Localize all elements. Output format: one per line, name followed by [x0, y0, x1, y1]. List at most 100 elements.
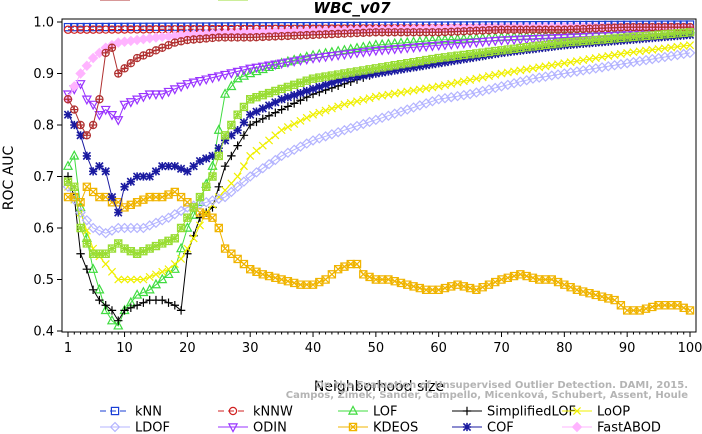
data-point-odin: [138, 92, 149, 103]
data-point-ldof: [232, 181, 243, 193]
data-point-odin: [377, 46, 388, 56]
data-point-cof: [151, 167, 161, 176]
data-point-odin: [345, 49, 356, 60]
data-point-odin: [270, 60, 281, 71]
data-point-simplifiedlof: [283, 102, 293, 111]
data-point-inflo: [214, 151, 223, 161]
data-point-odin: [314, 53, 325, 64]
data-point-simplifiedlof: [233, 141, 242, 150]
data-point-simplifiedlof: [239, 131, 249, 140]
data-point-loop: [390, 89, 399, 98]
data-point-loop: [396, 88, 406, 97]
data-point-ldof: [251, 167, 262, 178]
data-point-odin: [238, 66, 250, 76]
data-point-inflo: [107, 244, 117, 253]
data-point-inflo: [459, 50, 469, 60]
data-point-simplifiedlof: [120, 306, 129, 315]
legend-marker: [347, 405, 359, 415]
data-point-loop: [685, 41, 695, 50]
data-point-simplifiedlof: [76, 249, 85, 258]
data-point-simplifiedlof: [258, 114, 267, 124]
data-point-inflo: [308, 74, 318, 83]
series-inflo: [63, 28, 695, 258]
legend-label: KDEOS: [373, 421, 418, 434]
data-point-loop: [177, 254, 186, 263]
data-point-cof: [396, 65, 406, 74]
data-point-ldf: [101, 48, 110, 58]
data-point-ldf: [107, 43, 117, 52]
data-point-cof: [63, 110, 73, 119]
data-point-simplifiedlof: [277, 105, 286, 114]
legend-label: LOF: [373, 405, 398, 420]
data-point-loop: [560, 59, 569, 68]
data-point-inflo: [233, 110, 242, 119]
data-point-odin: [540, 34, 551, 45]
data-point-inflo: [484, 47, 494, 57]
y-tick-label: 0.7: [33, 170, 54, 185]
data-point-simplifiedlof: [132, 301, 142, 310]
data-point-simplifiedlof: [107, 306, 117, 315]
data-point-simplifiedlof: [101, 301, 110, 310]
data-point-lof: [169, 263, 180, 273]
legend-item-knnw: kNNW: [218, 405, 293, 420]
data-point-cof: [95, 162, 104, 171]
watermark-line-2: On the Evaluation of Unsupervised Outlie…: [315, 380, 688, 391]
data-point-lof: [351, 42, 363, 52]
data-point-knnw: [132, 25, 142, 34]
data-point-inflo: [183, 213, 192, 222]
data-point-inflo: [346, 68, 355, 77]
data-point-lof: [345, 43, 356, 53]
data-point-loop: [120, 275, 129, 284]
data-point-knnw: [70, 25, 79, 34]
data-point-simplifiedlof: [220, 162, 230, 171]
data-point-cof: [88, 167, 98, 176]
y-tick-label: 0.4: [33, 325, 54, 340]
data-point-inflo: [472, 49, 481, 58]
data-point-odin: [132, 95, 143, 106]
data-point-cof: [101, 167, 110, 176]
data-point-lof: [402, 36, 413, 47]
x-tick-label: 50: [368, 341, 385, 356]
data-point-loop: [239, 162, 248, 171]
data-point-inflo: [541, 40, 550, 50]
data-point-loop: [453, 78, 462, 87]
legend-label: INFLO: [253, 0, 291, 4]
data-point-loop: [258, 141, 267, 150]
data-point-cof: [308, 84, 318, 94]
data-point-inflo: [151, 241, 161, 251]
data-point-cof: [246, 110, 255, 119]
data-point-odin: [458, 39, 469, 49]
legend-item-kdeos: KDEOS: [338, 421, 418, 434]
data-point-odin: [402, 44, 413, 54]
data-point-inflo: [82, 239, 92, 248]
data-point-cof: [440, 58, 450, 67]
data-point-ldof: [483, 84, 495, 95]
data-point-loop: [189, 234, 198, 243]
data-point-inflo: [465, 49, 475, 59]
data-point-inflo: [535, 41, 544, 50]
data-point-loop: [510, 67, 519, 76]
data-point-loop: [497, 69, 506, 78]
data-point-inflo: [447, 52, 456, 61]
data-point-inflo: [227, 120, 236, 130]
data-point-cof: [164, 162, 173, 171]
data-point-loop: [484, 72, 493, 81]
data-point-loop: [327, 104, 336, 113]
y-tick-label: 0.5: [33, 273, 54, 288]
data-point-lof: [75, 201, 86, 212]
data-point-loop: [598, 52, 607, 62]
data-point-lof: [175, 242, 187, 253]
data-point-lof: [226, 80, 237, 91]
data-point-loop: [440, 81, 449, 90]
data-point-odin: [326, 52, 337, 62]
data-point-odin: [201, 75, 212, 86]
data-point-odin: [320, 52, 331, 63]
data-point-knnw: [145, 25, 154, 34]
data-point-simplifiedlof: [164, 298, 173, 307]
x-tick-label: 10: [116, 341, 133, 356]
data-point-simplifiedlof: [158, 295, 167, 305]
data-point-cof: [76, 131, 85, 140]
data-point-inflo: [403, 59, 412, 68]
data-point-loop: [164, 265, 173, 274]
data-point-cof: [227, 131, 236, 140]
